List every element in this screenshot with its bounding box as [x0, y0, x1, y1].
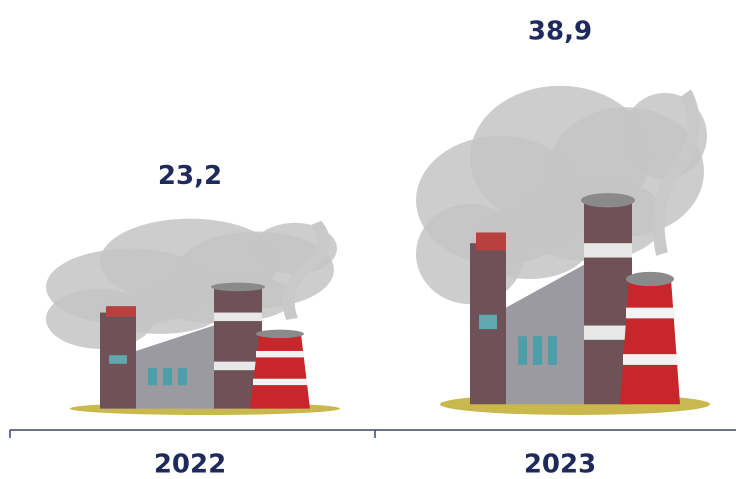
category-label: 2022: [154, 450, 226, 479]
factory-icon: [46, 218, 340, 415]
smoke-trail: [282, 220, 330, 321]
tower: [620, 279, 680, 405]
chimney-band: [214, 312, 262, 322]
chimney-band: [214, 361, 262, 371]
tower-band: [256, 350, 304, 358]
chimney-band: [584, 325, 632, 340]
chimney-top: [581, 193, 635, 208]
chimney-band: [584, 243, 632, 258]
window: [518, 336, 527, 365]
tower-top: [626, 271, 674, 287]
category-label: 2023: [524, 450, 596, 479]
building: [506, 264, 584, 405]
factory-icon: [416, 85, 710, 415]
window: [548, 336, 557, 365]
tower-band: [253, 378, 307, 386]
window: [178, 368, 187, 386]
window: [109, 355, 127, 364]
tower-band: [623, 354, 677, 365]
tower-top: [256, 329, 304, 339]
building-top: [106, 306, 136, 317]
smoke-trail: [652, 89, 700, 256]
tower: [250, 333, 310, 409]
tower-band: [626, 307, 674, 319]
window: [148, 368, 157, 386]
value-label: 38,9: [528, 17, 592, 47]
window: [479, 314, 497, 330]
building-top: [476, 232, 506, 251]
window: [163, 368, 172, 386]
window: [533, 336, 542, 365]
value-label: 23,2: [158, 161, 222, 191]
building: [136, 325, 214, 409]
chimney-top: [211, 282, 265, 292]
